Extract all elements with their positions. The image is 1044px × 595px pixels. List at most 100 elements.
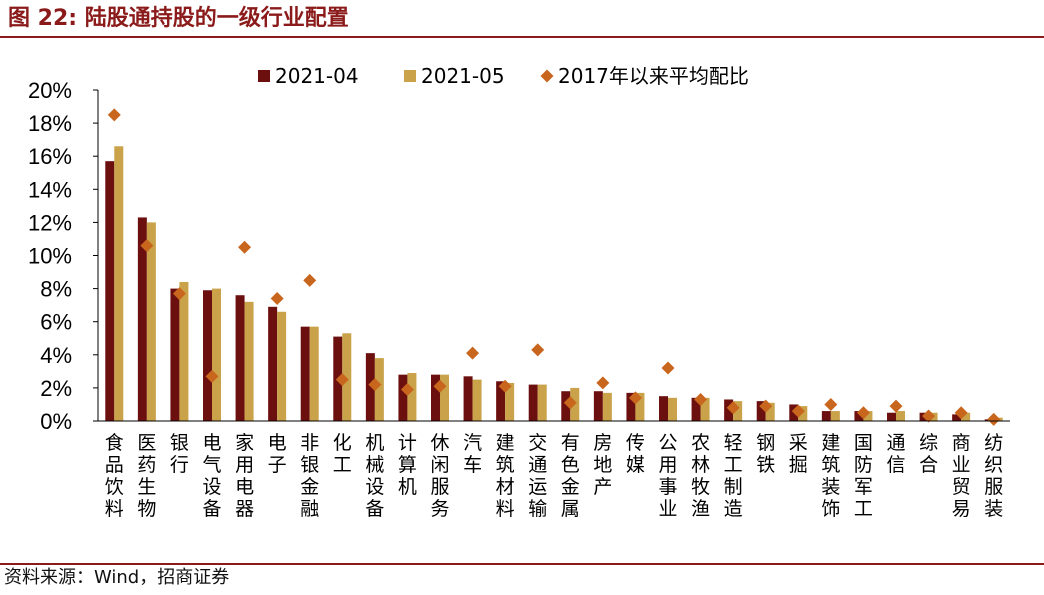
bar-2021-05 [537,384,547,421]
marker-avg-since-2017 [238,240,252,254]
marker-avg-since-2017 [270,292,284,306]
x-category-label: 化工 [333,432,352,476]
bar-2021-05 [733,401,743,421]
x-category-label: 家用电器 [235,432,254,520]
marker-avg-since-2017 [498,379,512,393]
bar-2021-05 [798,406,808,421]
y-tick-label: 8% [40,277,72,302]
marker-avg-since-2017 [303,273,317,287]
marker-avg-since-2017 [107,108,121,122]
bar-2021-05 [863,411,873,421]
y-tick-label: 10% [28,244,72,269]
marker-avg-since-2017 [628,391,642,405]
x-category-label: 计算机 [398,432,417,498]
bar-2021-05 [374,358,384,421]
bar-2021-04 [952,414,962,421]
y-tick-label: 2% [40,376,72,401]
x-category-label: 建筑装饰 [821,432,840,520]
y-tick-label: 6% [40,310,72,335]
bar-2021-05 [505,382,515,421]
x-category-label: 建筑材料 [496,432,515,520]
bar-2021-05 [212,288,221,421]
bar-2021-05 [244,301,254,421]
legend-label: 2017年以来平均配比 [558,64,749,88]
y-tick-label: 4% [40,343,72,368]
marker-avg-since-2017 [922,409,936,423]
bar-2021-05 [179,281,189,421]
y-tick-label: 18% [28,111,72,136]
bar-2021-04 [691,397,701,421]
bar-2021-04 [528,384,538,421]
title-divider [0,36,1044,38]
bar-2021-04 [887,412,896,421]
bar-2021-05 [277,311,287,421]
marker-avg-since-2017 [661,361,675,375]
legend-item-2021-05: 2021-05 [404,64,505,88]
bar-2021-05 [830,411,840,421]
bar-2021-05 [765,402,775,421]
y-tick-label: 20% [28,78,72,103]
marker-avg-since-2017 [466,346,480,360]
marker-avg-since-2017 [172,287,186,301]
source-note: 资料来源：Wind，招商证券 [4,567,230,588]
x-category-label: 钢铁 [756,432,775,476]
bar-2021-04 [203,290,212,421]
bar-chart: 2021-04 2021-05 2017年以来平均配比 0% 2% 4% 6% 8% 10% 1… [28,64,1010,520]
bar-2021-04 [268,306,278,421]
bar-2021-04 [854,411,864,421]
bar-2021-04 [496,381,506,421]
x-category-label: 轻工制造 [724,432,743,520]
x-category-label: 机械设备 [365,432,384,520]
bar-2021-04 [626,392,636,421]
marker-avg-since-2017 [694,392,708,406]
marker-avg-since-2017 [433,379,447,393]
bar-2021-04 [137,217,147,421]
bar-2021-05 [309,326,319,421]
y-tick-label: 12% [28,210,72,235]
legend-label: 2021-05 [421,64,505,88]
bar-2021-04 [300,326,310,421]
x-category-label: 银行 [170,432,189,476]
y-tick-label: 0% [40,409,72,434]
legend-item-2021-04: 2021-04 [258,64,359,88]
legend-swatch [258,70,270,82]
bar-2021-05 [602,392,612,421]
bar-2021-04 [170,288,180,421]
marker-avg-since-2017 [531,343,545,357]
marker-avg-since-2017 [596,376,610,390]
bar-2021-04 [365,353,375,421]
marker-avg-since-2017 [759,399,773,413]
marker-avg-since-2017 [335,373,349,387]
marker-avg-since-2017 [856,406,870,420]
bar-2021-05 [440,374,449,421]
marker-avg-since-2017 [987,412,1001,426]
bar-2021-04 [561,391,571,421]
bar-2021-04 [659,396,668,421]
marker-avg-since-2017 [563,396,577,410]
x-category-label: 交通运输 [528,432,547,520]
bar-2021-05 [407,373,417,421]
x-category-label: 公用事业 [658,432,677,520]
x-category-label: 电子 [268,432,287,476]
x-category-label: 医药生物 [137,432,156,520]
x-category-label: 有色金属 [561,432,580,520]
x-category-label: 非银金融 [300,432,319,520]
x-category-label: 纺织服装 [984,432,1003,520]
legend-item-avg-since-2017: 2017年以来平均配比 [540,64,749,88]
page-title: 图 22: 陆股通持股的一级行业配置 [8,6,349,31]
source-divider [0,563,1044,565]
marker-avg-since-2017 [368,378,382,392]
x-axis: 食品饮料医药生物银行电气设备家用电器电子非银金融化工机械设备计算机休闲服务汽车建… [98,420,1010,520]
marker-avg-since-2017 [954,406,968,420]
marker-avg-since-2017 [824,397,838,411]
legend-swatch [540,69,554,83]
bar-2021-05 [472,379,482,421]
bar-2021-05 [896,411,905,421]
chart-legend: 2021-04 2021-05 2017年以来平均配比 [258,64,749,88]
legend-label: 2021-04 [275,64,359,88]
x-category-label: 房地产 [593,432,612,498]
x-category-label: 国防军工 [854,432,873,520]
marker-avg-since-2017 [400,383,414,397]
y-tick-label: 16% [28,144,72,169]
marker-avg-since-2017 [791,404,805,418]
